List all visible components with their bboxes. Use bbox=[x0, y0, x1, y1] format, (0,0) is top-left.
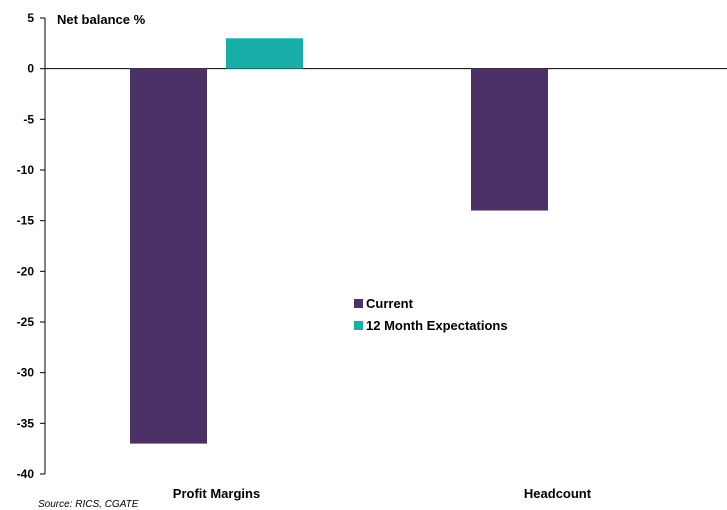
y-tick-label: -15 bbox=[17, 214, 35, 228]
y-tick-label: -25 bbox=[17, 315, 35, 329]
legend-label: Current bbox=[366, 296, 414, 311]
y-axis-label: Net balance % bbox=[57, 12, 146, 27]
y-tick-label: -35 bbox=[17, 416, 35, 430]
y-tick-label: -40 bbox=[17, 467, 35, 481]
bars bbox=[130, 38, 548, 444]
y-tick-label: 5 bbox=[27, 11, 34, 25]
legend-label: 12 Month Expectations bbox=[366, 318, 508, 333]
category-label: Headcount bbox=[524, 486, 592, 501]
legend: Current 12 Month Expectations bbox=[354, 296, 508, 333]
legend-swatch bbox=[354, 299, 363, 308]
y-tick-label: -5 bbox=[23, 112, 34, 126]
y-tick-label: -30 bbox=[17, 366, 35, 380]
legend-swatch bbox=[354, 321, 363, 330]
y-tick-label: -10 bbox=[17, 163, 35, 177]
bar-12-month-expectations bbox=[226, 38, 303, 69]
y-axis-ticks: 5 0 -5 -10 -15 -20 -25 -30 -35 -40 bbox=[17, 11, 45, 481]
y-tick-label: 0 bbox=[27, 62, 34, 76]
category-labels: Profit Margins Headcount bbox=[173, 486, 592, 501]
y-tick-label: -20 bbox=[17, 264, 35, 278]
source-note: Source: RICS, CGATE bbox=[38, 499, 139, 510]
bar-current bbox=[471, 68, 548, 211]
bar-current bbox=[130, 68, 207, 444]
category-label: Profit Margins bbox=[173, 486, 260, 501]
